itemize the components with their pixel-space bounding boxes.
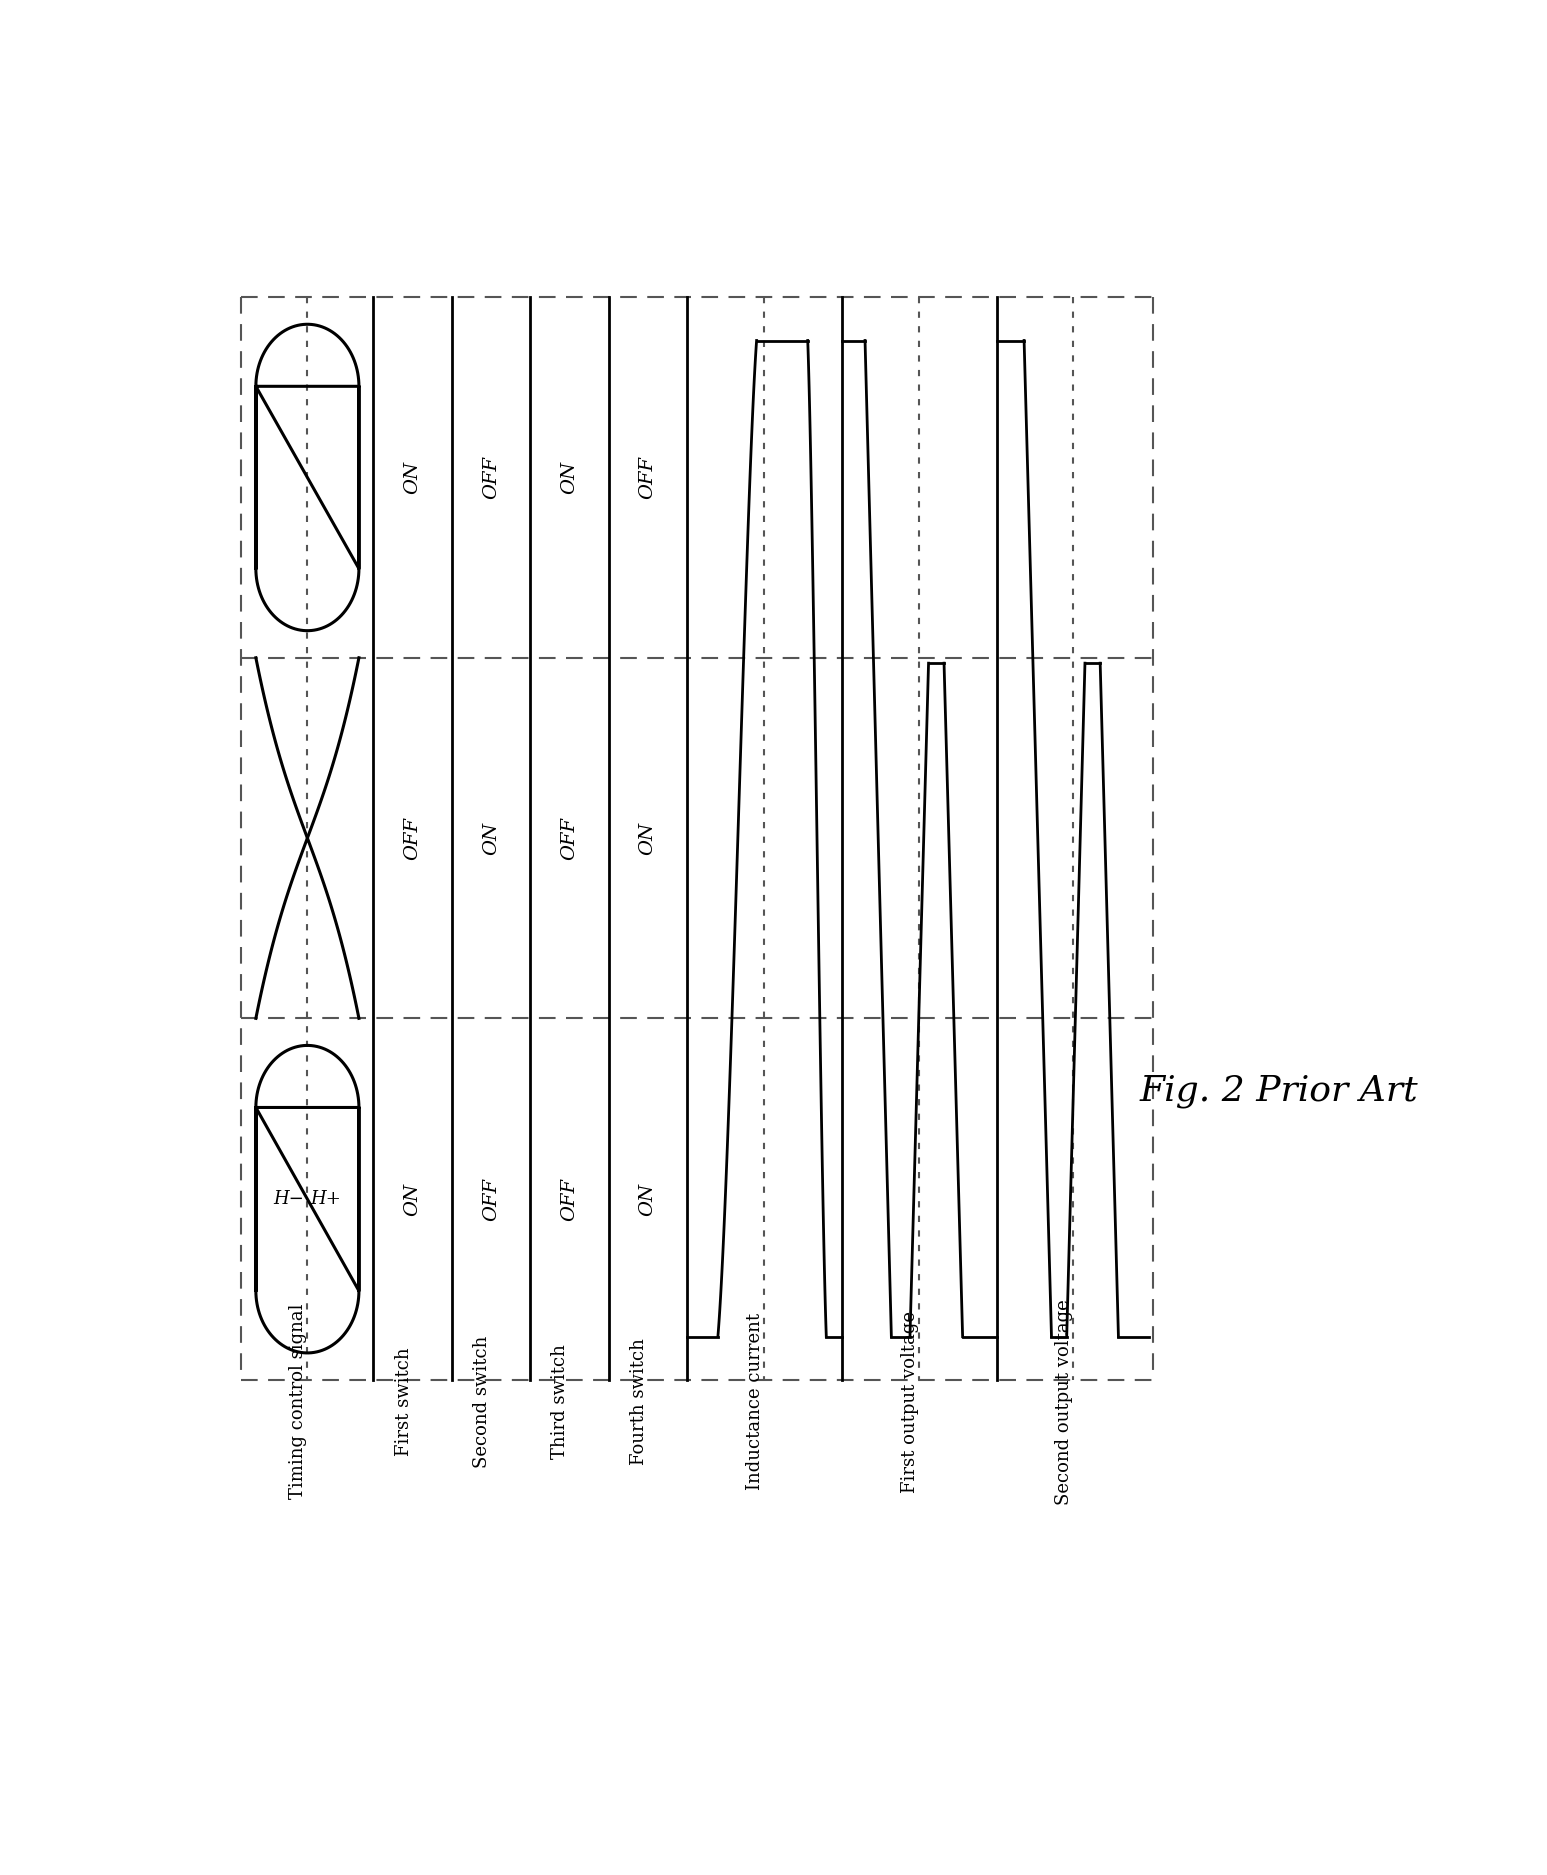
Text: ON: ON <box>560 461 579 493</box>
Text: Third switch: Third switch <box>551 1344 569 1459</box>
Text: First output voltage: First output voltage <box>902 1311 919 1493</box>
Text: Second switch: Second switch <box>473 1335 490 1468</box>
Text: First switch: First switch <box>394 1348 413 1457</box>
Text: ON: ON <box>639 821 657 855</box>
Text: ON: ON <box>404 1183 422 1215</box>
Text: OFF: OFF <box>560 816 579 859</box>
Text: Timing control signal: Timing control signal <box>289 1303 308 1500</box>
Text: Fig. 2 Prior Art: Fig. 2 Prior Art <box>1139 1074 1417 1108</box>
Text: OFF: OFF <box>560 1178 579 1221</box>
Text: ON: ON <box>639 1183 657 1215</box>
Text: ON: ON <box>404 461 422 493</box>
Text: Second output voltage: Second output voltage <box>1055 1299 1072 1504</box>
Text: OFF: OFF <box>639 456 657 499</box>
Text: ON: ON <box>483 821 500 855</box>
Text: H−: H− <box>274 1191 305 1208</box>
Text: Fourth switch: Fourth switch <box>630 1339 648 1464</box>
Text: Inductance current: Inductance current <box>746 1312 764 1491</box>
Text: H+: H+ <box>311 1191 342 1208</box>
Text: OFF: OFF <box>483 1178 500 1221</box>
Text: OFF: OFF <box>404 816 422 859</box>
Text: OFF: OFF <box>483 456 500 499</box>
